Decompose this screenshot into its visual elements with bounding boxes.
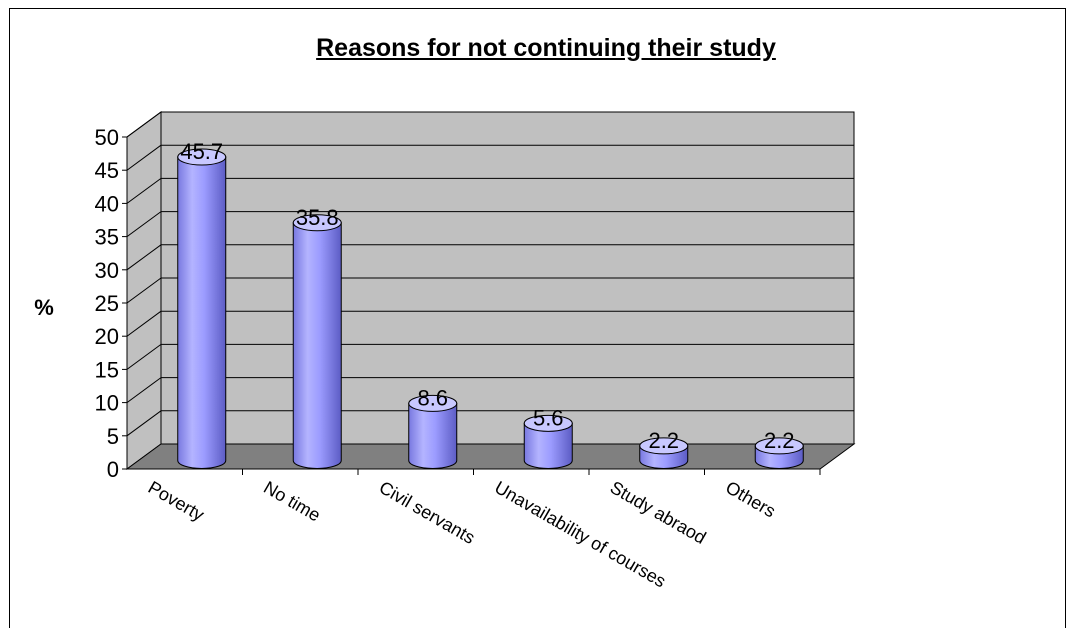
data-label-0: 45.7 <box>180 139 223 164</box>
data-label-5: 2.2 <box>764 428 795 453</box>
gridline-side <box>126 211 162 238</box>
x-category-label-1: No time <box>260 477 324 525</box>
bar-top-2 <box>408 394 458 412</box>
data-label-1: 35.8 <box>296 205 339 230</box>
y-tick-label: 25 <box>95 291 119 316</box>
data-label-3: 5.6 <box>533 405 564 430</box>
y-tick-label: 10 <box>95 391 119 416</box>
gridline-side <box>126 343 162 370</box>
y-tick-label: 30 <box>95 258 119 283</box>
bar-2 <box>408 402 458 469</box>
gridline-side <box>126 111 162 138</box>
gridline-side <box>126 410 162 437</box>
x-category-label-0: Poverty <box>145 477 208 525</box>
y-axis-title: % <box>34 295 54 320</box>
y-tick-label: 0 <box>107 457 119 482</box>
bar-0 <box>177 156 227 469</box>
bar-top-0 <box>177 148 227 166</box>
x-category-label-5: Others <box>722 477 779 521</box>
x-category-label-2: Civil servants <box>376 477 479 548</box>
gridline-side <box>126 377 162 404</box>
y-tick-label: 40 <box>95 191 119 216</box>
bar-1 <box>292 222 342 469</box>
y-tick-label: 20 <box>95 324 119 349</box>
y-tick-label: 15 <box>95 357 119 382</box>
y-tick-label: 35 <box>95 225 119 250</box>
data-label-2: 8.6 <box>417 385 448 410</box>
x-category-label-4: Study abraod <box>607 477 710 548</box>
y-tick-label: 50 <box>95 125 119 150</box>
bar-top-5 <box>754 437 804 455</box>
bar-top-4 <box>639 437 689 455</box>
gridline-side <box>126 244 162 271</box>
gridline-side <box>126 144 162 171</box>
bar-top-1 <box>292 214 342 232</box>
y-tick-label: 5 <box>107 424 119 449</box>
gridline-side <box>126 310 162 337</box>
data-label-4: 2.2 <box>648 428 679 453</box>
chart-title: Reasons for not continuing their study <box>316 34 776 62</box>
gridline-side <box>126 177 162 204</box>
bar-top-3 <box>523 414 573 432</box>
gridline-side <box>126 277 162 304</box>
y-tick-label: 45 <box>95 158 119 183</box>
bar-3 <box>523 422 573 469</box>
floor <box>125 443 856 470</box>
